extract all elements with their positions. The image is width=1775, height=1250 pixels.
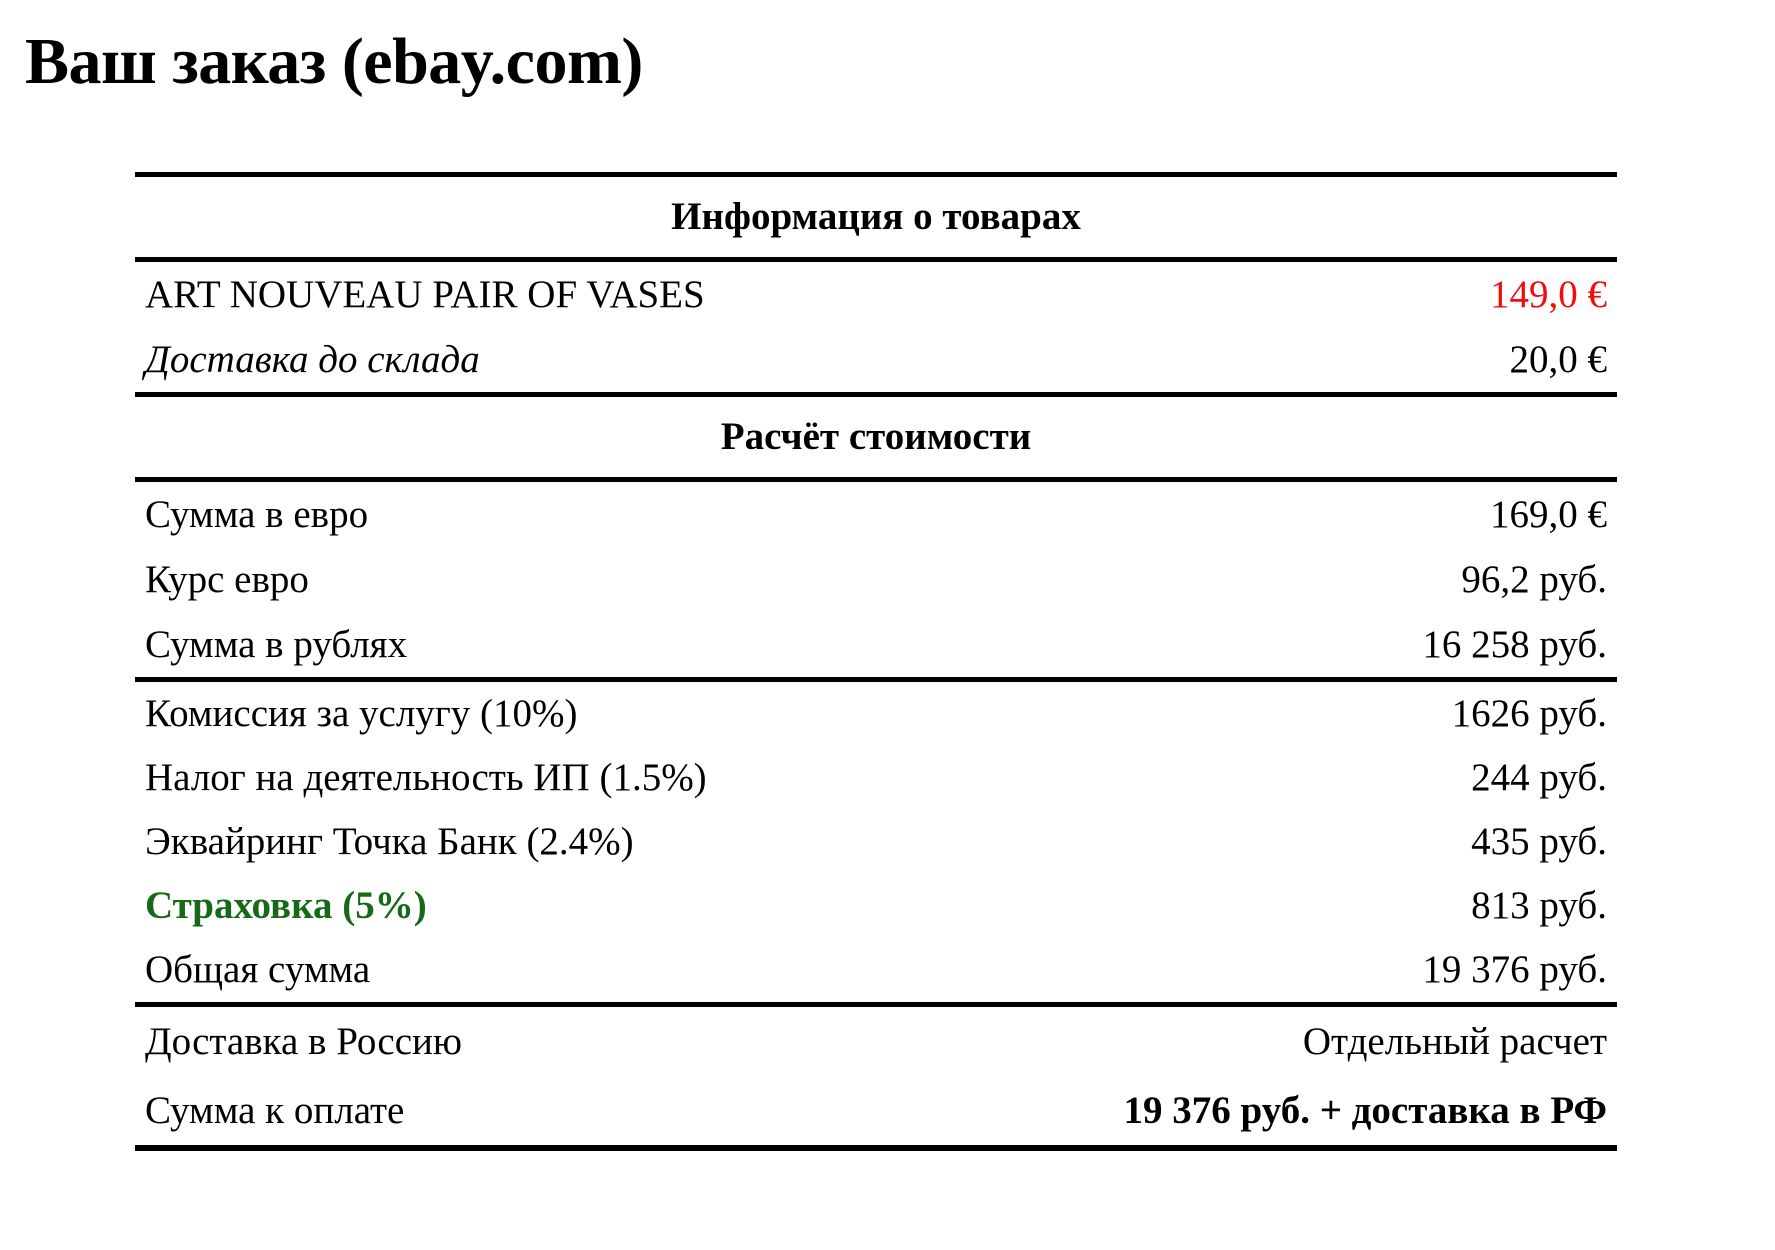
shipping-to-russia-value: Отдельный расчет: [1302, 1019, 1607, 1063]
insurance-value: 813 руб.: [1471, 884, 1607, 928]
service-fee-value: 1626 руб.: [1451, 692, 1607, 736]
eur-rate-value: 96,2 руб.: [1461, 557, 1607, 601]
calc-row: Сумма в рублях 16 258 руб.: [135, 612, 1617, 677]
insurance-label: Страховка (5%): [145, 884, 427, 928]
shipping-to-warehouse-label: Доставка до склада: [145, 337, 480, 381]
sum-eur-label: Сумма в евро: [145, 492, 369, 536]
conversion-group: Сумма в евро 169,0 € Курс евро 96,2 руб.…: [135, 482, 1617, 682]
product-price: 149,0 €: [1490, 272, 1607, 316]
section-header-products: Информация о товарах: [135, 177, 1617, 262]
acquiring-label: Эквайринг Точка Банк (2.4%): [145, 820, 634, 864]
product-name: ART NOUVEAU PAIR OF VASES: [145, 272, 705, 316]
fee-row: Страховка (5%) 813 руб.: [135, 874, 1617, 938]
page-title: Ваш заказ (ebay.com): [25, 25, 643, 98]
products-group: ART NOUVEAU PAIR OF VASES 149,0 € Достав…: [135, 262, 1617, 397]
summary-row: Сумма к оплате 19 376 руб. + доставка в …: [135, 1076, 1617, 1145]
total-sum-label: Общая сумма: [145, 948, 371, 992]
product-row: ART NOUVEAU PAIR OF VASES 149,0 €: [135, 262, 1617, 327]
amount-due-value: 19 376 руб. + доставка в РФ: [1123, 1088, 1607, 1132]
total-sum-value: 19 376 руб.: [1422, 948, 1607, 992]
summary-group: Доставка в Россию Отдельный расчет Сумма…: [135, 1007, 1617, 1145]
acquiring-value: 435 руб.: [1471, 820, 1607, 864]
fee-row: Налог на деятельность ИП (1.5%) 244 руб.: [135, 746, 1617, 810]
product-row: Доставка до склада 20,0 €: [135, 327, 1617, 392]
fees-group: Комиссия за услугу (10%) 1626 руб. Налог…: [135, 682, 1617, 1007]
fee-row: Общая сумма 19 376 руб.: [135, 938, 1617, 1002]
section-header-calculation: Расчёт стоимости: [135, 397, 1617, 482]
shipping-to-russia-label: Доставка в Россию: [145, 1019, 463, 1063]
service-fee-label: Комиссия за услугу (10%): [145, 692, 578, 736]
shipping-to-warehouse-price: 20,0 €: [1509, 337, 1608, 381]
fee-row: Комиссия за услугу (10%) 1626 руб.: [135, 682, 1617, 746]
calc-row: Сумма в евро 169,0 €: [135, 482, 1617, 547]
sum-rub-value: 16 258 руб.: [1422, 622, 1607, 666]
tax-label: Налог на деятельность ИП (1.5%): [145, 756, 707, 800]
order-summary-table: Информация о товарах ART NOUVEAU PAIR OF…: [135, 171, 1617, 1151]
eur-rate-label: Курс евро: [145, 557, 309, 601]
calc-row: Курс евро 96,2 руб.: [135, 547, 1617, 612]
amount-due-label: Сумма к оплате: [145, 1088, 405, 1132]
sum-rub-label: Сумма в рублях: [145, 622, 408, 666]
fee-row: Эквайринг Точка Банк (2.4%) 435 руб.: [135, 810, 1617, 874]
sum-eur-value: 169,0 €: [1490, 492, 1607, 536]
summary-row: Доставка в Россию Отдельный расчет: [135, 1007, 1617, 1076]
tax-value: 244 руб.: [1471, 756, 1607, 800]
